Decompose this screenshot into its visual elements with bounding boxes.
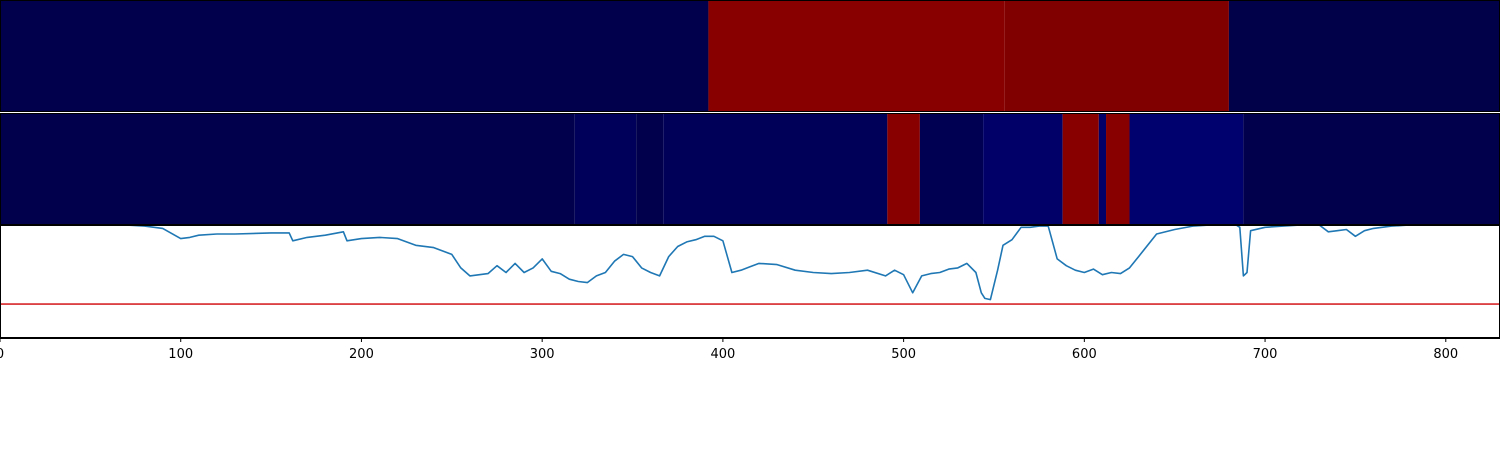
x-ticks: 0 100 200 300 400 500 600 700 800 — [0, 338, 1458, 362]
strip-top-segment-3 — [1228, 0, 1500, 112]
x-tick-label: 500 — [891, 347, 916, 362]
x-tick-label: 400 — [710, 347, 735, 362]
strip-bottom-segment-2 — [636, 113, 664, 225]
line-panel-background — [0, 225, 1500, 338]
x-axis: 0 100 200 300 400 500 600 700 800 — [0, 338, 1500, 362]
strip-bottom-segment-7 — [1062, 113, 1099, 225]
heatmap-strip-bottom — [0, 113, 1500, 225]
x-tick-label: 200 — [349, 347, 374, 362]
x-tick-label: 600 — [1072, 347, 1097, 362]
x-tick-label: 100 — [168, 347, 193, 362]
strip-bottom-segment-11 — [1243, 113, 1500, 225]
strip-bottom-segment-3 — [663, 113, 888, 225]
strip-bottom-segment-0 — [0, 113, 575, 225]
strip-bottom-segment-9 — [1106, 113, 1130, 225]
strip-top-segment-2 — [1004, 0, 1229, 112]
x-tick-label: 300 — [530, 347, 555, 362]
strip-bottom-segment-6 — [983, 113, 1063, 225]
strip-top-segment-1 — [708, 0, 1005, 112]
strip-bottom-segment-5 — [919, 113, 984, 225]
strip-bottom-segment-8 — [1098, 113, 1107, 225]
strip-bottom-segment-10 — [1129, 113, 1244, 225]
x-tick-label: 700 — [1253, 347, 1278, 362]
strip-bottom-segment-1 — [574, 113, 637, 225]
x-tick-label: 0 — [0, 347, 4, 362]
line-panel — [0, 224, 1500, 338]
strip-top-segment-0 — [0, 0, 709, 112]
strip-bottom-segment-4 — [887, 113, 920, 225]
x-tick-label: 800 — [1433, 347, 1458, 362]
heatmap-strip-top — [0, 0, 1500, 112]
